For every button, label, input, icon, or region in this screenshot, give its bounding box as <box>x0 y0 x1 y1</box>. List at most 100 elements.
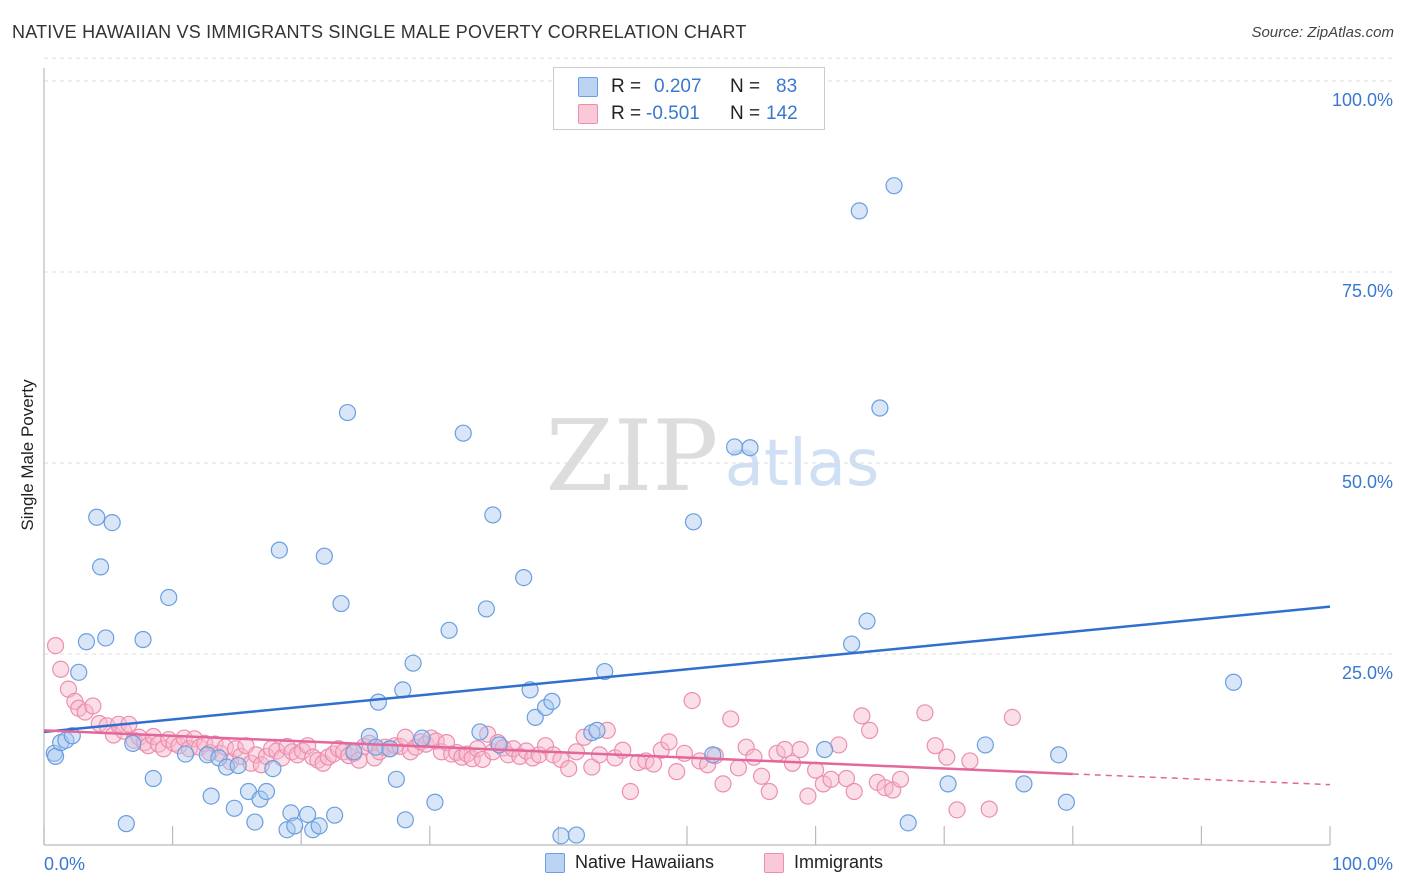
y-tick-label: 100.0% <box>1332 90 1393 110</box>
immigrants-point <box>837 769 856 788</box>
immigrants-point <box>660 733 678 751</box>
immigrants-point <box>980 800 998 818</box>
native-hawaiian-point <box>326 806 344 824</box>
native-hawaiian-point <box>816 740 834 759</box>
native-n-value: 83 <box>776 76 798 97</box>
immigrants-point <box>822 770 840 788</box>
y-tick-label: 75.0% <box>1342 281 1393 301</box>
immigrants-n-value: 142 <box>766 103 798 124</box>
immigrants-point <box>752 767 771 785</box>
legend-item-native-hawaiians: Native Hawaiians <box>545 852 714 873</box>
native-hawaiian-point <box>134 630 152 649</box>
native-hawaiian-point <box>345 743 363 761</box>
immigrants-r-value: -0.501 <box>646 103 700 124</box>
immigrants-point <box>458 745 476 763</box>
native-hawaiian-point <box>229 756 247 775</box>
native-hawaiian-point <box>871 399 889 417</box>
native-hawaiian-point <box>1224 673 1243 691</box>
native-hawaiian-point <box>202 787 220 805</box>
native-hawaiian-point <box>1015 775 1033 793</box>
native-hawaiian-point <box>536 698 555 717</box>
native-hawaiian-point <box>596 662 614 681</box>
native-hawaiian-point <box>471 723 489 741</box>
immigrants-points <box>46 636 1021 819</box>
immigrants-point <box>714 775 732 793</box>
immigrants-point <box>891 770 910 788</box>
immigrants-point <box>583 758 601 776</box>
native-r-value: 0.207 <box>654 76 702 97</box>
grid-lines <box>44 57 1395 655</box>
series-legend: Native Hawaiians Immigrants <box>0 852 1406 878</box>
native-hawaiian-point <box>684 513 703 531</box>
native-hawaiian-point <box>97 629 115 647</box>
y-tick-label: 50.0% <box>1342 472 1393 492</box>
native-hawaiian-point <box>264 759 282 778</box>
native-hawaiian-point <box>477 600 495 618</box>
native-hawaiian-point <box>315 547 333 565</box>
immigrants-point <box>948 801 966 819</box>
native-hawaiian-point <box>552 827 570 845</box>
native-hawaiian-point <box>976 736 994 754</box>
watermark: ZIP atlas <box>546 400 880 514</box>
legend-item-immigrants: Immigrants <box>764 852 883 873</box>
native-hawaiian-point <box>176 745 195 763</box>
native-hawaiian-point <box>117 815 135 833</box>
native-hawaiians-swatch <box>578 77 598 97</box>
immigrants-point <box>760 782 778 801</box>
native-hawaiian-point <box>543 692 561 710</box>
immigrants-point <box>745 748 763 766</box>
immigrants-swatch <box>578 104 598 124</box>
immigrants-point <box>1003 708 1021 727</box>
native-hawaiian-point <box>1057 793 1075 811</box>
immigrants-point <box>309 751 327 769</box>
native-hawaiian-point <box>387 770 405 788</box>
native-hawaiians-points <box>45 177 1243 845</box>
trend-lines <box>43 605 1331 786</box>
native-hawaiian-point <box>144 769 162 788</box>
immigrants-point <box>46 636 65 655</box>
native-hawaiian-point <box>484 506 502 524</box>
native-hawaiian-point <box>369 693 387 711</box>
native-hawaiian-point <box>440 621 458 639</box>
native-hawaiian-point <box>246 813 264 831</box>
native-hawaiian-point <box>899 814 917 832</box>
native-hawaiian-point <box>426 793 444 811</box>
native-hawaiian-point <box>741 439 759 457</box>
y-tick-label: 25.0% <box>1342 663 1393 683</box>
immigrants-point <box>683 692 701 710</box>
native-hawaiian-point <box>225 799 243 817</box>
native-hawaiian-point <box>588 721 606 740</box>
native-hawaiian-point <box>282 804 300 822</box>
immigrants-point <box>830 736 848 754</box>
native-hawaiian-point <box>396 811 414 829</box>
native-hawaiian-point <box>270 541 288 559</box>
immigrants-point <box>52 660 70 678</box>
immigrants-point <box>104 726 123 744</box>
native-hawaiian-point <box>885 177 903 195</box>
tick-labels: 25.0% 50.0% 75.0% 100.0% 0.0% 100.0% <box>44 90 1393 874</box>
immigrants-n-label: N = <box>730 103 761 124</box>
immigrants-point <box>185 730 204 748</box>
native-hawaiian-point <box>843 635 861 653</box>
immigrants-point <box>961 752 979 770</box>
immigrants-r-label: R = <box>611 103 642 124</box>
native-hawaiian-point <box>939 775 957 793</box>
immigrants-point <box>926 737 944 755</box>
native-hawaiian-point <box>88 508 106 526</box>
immigrants-point <box>560 759 578 778</box>
native-hawaiian-point <box>526 708 544 727</box>
source-credit: Source: ZipAtlas.com <box>1251 24 1394 41</box>
watermark-atlas: atlas <box>725 427 880 501</box>
native-hawaiian-point <box>91 558 110 576</box>
native-hawaiian-point <box>299 805 317 824</box>
immigrants-point <box>799 787 817 805</box>
native-n-label: N = <box>730 76 761 97</box>
native-hawaiian-point <box>278 821 296 839</box>
native-hawaiian-point <box>1050 746 1068 764</box>
correlation-legend: R = 0.207 N = 83 R = -0.501 N = 142 <box>553 67 825 130</box>
legend-immigrants-label: Immigrants <box>794 852 884 872</box>
native-hawaiians-trend-line <box>43 605 1331 734</box>
immigrants-point <box>853 707 871 725</box>
native-hawaiian-point <box>404 654 422 672</box>
